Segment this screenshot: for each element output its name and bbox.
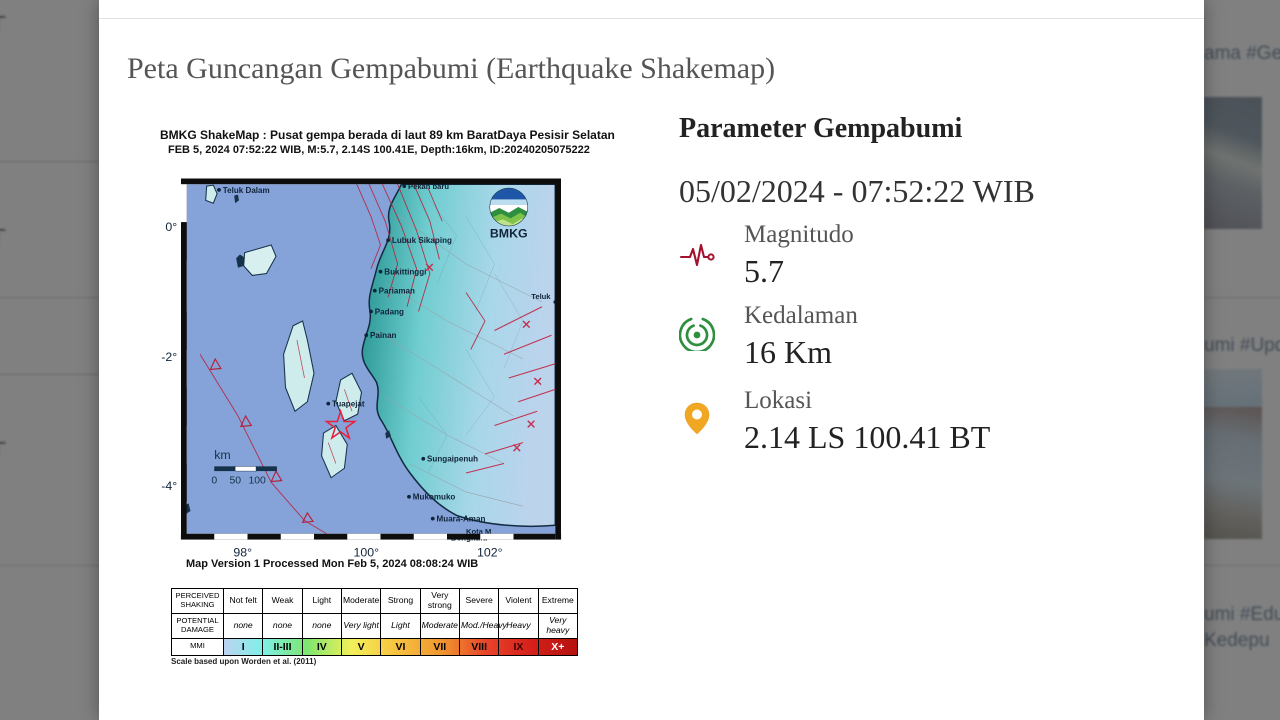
svg-text:Pariaman: Pariaman [379,286,415,295]
svg-text:Bukittinggi: Bukittinggi [384,267,426,276]
svg-text:Tuapejat: Tuapejat [332,400,365,409]
svg-text:50: 50 [229,475,241,486]
svg-text:100: 100 [248,475,266,486]
svg-text:102°: 102° [477,546,503,560]
svg-text:Padang: Padang [375,307,404,316]
svg-text:Mukomuko: Mukomuko [413,493,456,502]
svg-text:Teluk: Teluk [531,292,551,301]
svg-text:BMKG: BMKG [490,226,528,240]
svg-text:Sungaipenuh: Sungaipenuh [427,455,478,464]
svg-text:0: 0 [211,475,217,486]
svg-text:0°: 0° [165,220,177,234]
svg-text:Teluk Dalam: Teluk Dalam [223,186,270,195]
svg-text:Lubuk Sikaping: Lubuk Sikaping [392,236,452,245]
svg-text:-2°: -2° [161,350,177,364]
svg-text:km: km [214,448,230,462]
svg-text:Painan: Painan [370,331,397,340]
svg-text:-4°: -4° [161,479,177,493]
svg-text:Muara-Aman: Muara-Aman [437,514,486,523]
